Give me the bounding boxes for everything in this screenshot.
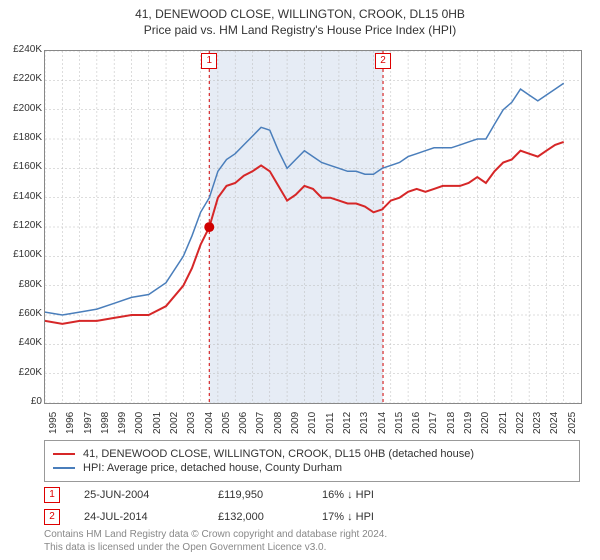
- x-axis-tick-label: 2004: [204, 412, 215, 434]
- x-axis-tick-label: 1997: [83, 412, 94, 434]
- y-axis-tick-label: £0: [0, 396, 42, 407]
- y-axis-tick-label: £180K: [0, 132, 42, 143]
- x-axis-tick-label: 2014: [377, 412, 388, 434]
- x-axis-tick-label: 2020: [480, 412, 491, 434]
- x-axis-tick-label: 2005: [221, 412, 232, 434]
- event-date: 25-JUN-2004: [84, 489, 194, 501]
- x-axis-tick-label: 2006: [238, 412, 249, 434]
- legend-item: 41, DENEWOOD CLOSE, WILLINGTON, CROOK, D…: [53, 447, 571, 461]
- legend-swatch: [53, 453, 75, 455]
- x-axis-tick-label: 2024: [549, 412, 560, 434]
- chart-event-marker: 2: [375, 53, 391, 69]
- legend-item: HPI: Average price, detached house, Coun…: [53, 461, 571, 475]
- y-axis-tick-label: £40K: [0, 337, 42, 348]
- event-date: 24-JUL-2014: [84, 511, 194, 523]
- legend-label: HPI: Average price, detached house, Coun…: [83, 462, 342, 474]
- x-axis-tick-label: 2007: [255, 412, 266, 434]
- x-axis-tick-label: 1999: [117, 412, 128, 434]
- x-axis-tick-label: 2025: [567, 412, 578, 434]
- x-axis-tick-label: 2011: [325, 412, 336, 434]
- x-axis-tick-label: 2019: [463, 412, 474, 434]
- y-axis-tick-label: £160K: [0, 161, 42, 172]
- x-axis-tick-label: 1998: [100, 412, 111, 434]
- chart-event-marker: 1: [201, 53, 217, 69]
- event-marker-box: 1: [44, 487, 60, 503]
- x-axis-tick-label: 2008: [273, 412, 284, 434]
- x-axis-tick-label: 2016: [411, 412, 422, 434]
- event-diff: 16% ↓ HPI: [322, 489, 432, 501]
- x-axis-tick-label: 1996: [65, 412, 76, 434]
- y-axis-tick-label: £120K: [0, 220, 42, 231]
- y-axis-tick-label: £200K: [0, 103, 42, 114]
- event-price: £119,950: [218, 489, 298, 501]
- event-diff: 17% ↓ HPI: [322, 511, 432, 523]
- events-table: 1 25-JUN-2004 £119,950 16% ↓ HPI 2 24-JUL-201…: [44, 484, 580, 528]
- footnote-line-2: This data is licensed under the Open Gov…: [44, 541, 580, 554]
- x-axis-tick-label: 2021: [498, 412, 509, 434]
- x-axis-tick-label: 2002: [169, 412, 180, 434]
- legend-label: 41, DENEWOOD CLOSE, WILLINGTON, CROOK, D…: [83, 448, 474, 460]
- legend-box: 41, DENEWOOD CLOSE, WILLINGTON, CROOK, D…: [44, 440, 580, 482]
- title-line-2: Price paid vs. HM Land Registry's House …: [0, 22, 600, 38]
- y-axis-tick-label: £240K: [0, 44, 42, 55]
- x-axis-tick-label: 2017: [428, 412, 439, 434]
- x-axis-tick-label: 2000: [134, 412, 145, 434]
- y-axis-tick-label: £220K: [0, 73, 42, 84]
- x-axis-tick-label: 2018: [446, 412, 457, 434]
- x-axis-tick-label: 2003: [186, 412, 197, 434]
- y-axis-tick-label: £100K: [0, 249, 42, 260]
- x-axis-tick-label: 2009: [290, 412, 301, 434]
- chart-svg: [45, 51, 581, 403]
- x-axis-tick-label: 2013: [359, 412, 370, 434]
- y-axis-tick-label: £60K: [0, 308, 42, 319]
- event-row: 1 25-JUN-2004 £119,950 16% ↓ HPI: [44, 484, 580, 506]
- x-axis-tick-label: 2015: [394, 412, 405, 434]
- figure-root: 41, DENEWOOD CLOSE, WILLINGTON, CROOK, D…: [0, 0, 600, 560]
- x-axis-tick-label: 2012: [342, 412, 353, 434]
- footnote: Contains HM Land Registry data © Crown c…: [44, 528, 580, 554]
- x-axis-tick-label: 2001: [152, 412, 163, 434]
- title-line-1: 41, DENEWOOD CLOSE, WILLINGTON, CROOK, D…: [0, 6, 600, 22]
- footnote-line-1: Contains HM Land Registry data © Crown c…: [44, 528, 580, 541]
- y-axis-tick-label: £140K: [0, 191, 42, 202]
- event-row: 2 24-JUL-2014 £132,000 17% ↓ HPI: [44, 506, 580, 528]
- x-axis-tick-label: 2010: [307, 412, 318, 434]
- chart-title-block: 41, DENEWOOD CLOSE, WILLINGTON, CROOK, D…: [0, 0, 600, 38]
- y-axis-tick-label: £80K: [0, 279, 42, 290]
- legend-swatch: [53, 467, 75, 469]
- chart-plot-area: 12: [44, 50, 582, 404]
- x-axis-tick-label: 2023: [532, 412, 543, 434]
- event-price: £132,000: [218, 511, 298, 523]
- x-axis-tick-label: 1995: [48, 412, 59, 434]
- y-axis-tick-label: £20K: [0, 367, 42, 378]
- event-marker-box: 2: [44, 509, 60, 525]
- x-axis-tick-label: 2022: [515, 412, 526, 434]
